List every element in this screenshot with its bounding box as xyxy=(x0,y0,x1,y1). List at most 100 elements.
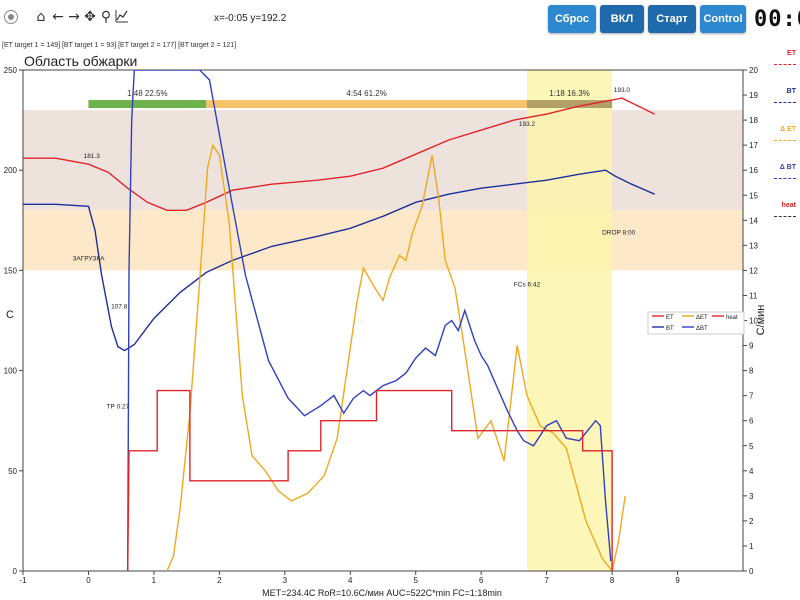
home-icon[interactable]: ⌂ xyxy=(36,9,46,25)
phase-bar xyxy=(206,100,528,109)
x-tick-label: 6 xyxy=(479,576,484,585)
inner-legend-label: ΔBT xyxy=(696,326,708,332)
x-tick-label: 1 xyxy=(152,576,157,585)
y-tick-label: 200 xyxy=(4,166,18,175)
y-tick-label: 150 xyxy=(4,266,18,275)
start-button[interactable]: Старт xyxy=(648,5,696,33)
y2-tick-label: 20 xyxy=(749,66,758,75)
app-logo-icon xyxy=(4,10,18,24)
x-tick-label: 0 xyxy=(86,576,91,585)
series-line-bt xyxy=(127,70,612,571)
y-tick-label: 50 xyxy=(8,467,17,476)
stats-footer: MET=234.4C RoR=10.6C/мин AUC=522C*min FC… xyxy=(262,588,502,598)
coordinate-readout: x=-0:05 y=192.2 xyxy=(214,13,287,24)
annotation-label: 193.0 xyxy=(614,87,631,94)
temperature-band xyxy=(23,110,743,211)
reset-button[interactable]: Сброс xyxy=(548,5,596,33)
annotation-label: ЗАГРУЗКА xyxy=(72,255,105,262)
inner-legend-label: BT xyxy=(666,326,674,332)
y2-tick-label: 2 xyxy=(749,517,754,526)
roast-timer: 00:00 xyxy=(754,7,800,32)
side-legend-heat-label: heat xyxy=(781,202,796,209)
y2-tick-label: 1 xyxy=(749,542,754,551)
side-legend-delta-et-label: Δ ET xyxy=(780,126,796,133)
y2-tick-label: 3 xyxy=(749,492,754,501)
y2-tick-label: 15 xyxy=(749,191,758,200)
y2-tick-label: 16 xyxy=(749,166,758,175)
move-icon[interactable]: ✥ xyxy=(84,9,96,25)
x-tick-label: 3 xyxy=(283,576,288,585)
annotation-label: 181.3 xyxy=(84,153,101,160)
phase-bar xyxy=(88,100,207,109)
y-axis-label: C xyxy=(6,309,14,321)
y2-tick-label: 14 xyxy=(749,216,758,225)
x-tick-label: 8 xyxy=(610,576,615,585)
y2-tick-label: 9 xyxy=(749,342,754,351)
y2-tick-label: 6 xyxy=(749,417,754,426)
x-tick-label: 9 xyxy=(675,576,680,585)
y2-tick-label: 7 xyxy=(749,392,754,401)
y2-tick-label: 4 xyxy=(749,467,754,476)
inner-legend-label: ET xyxy=(666,315,674,321)
side-legend-delta-bt-label: Δ BT xyxy=(779,164,796,171)
y2-tick-label: 8 xyxy=(749,367,754,376)
side-legend-heat-swatch xyxy=(774,216,796,217)
series-line-heat xyxy=(127,389,613,571)
back-arrow-icon[interactable]: ← xyxy=(52,9,64,25)
side-legend-delta-et[interactable]: Δ ET xyxy=(758,126,800,166)
series-line-bt xyxy=(23,169,655,352)
side-legend-delta-bt-swatch xyxy=(774,178,796,179)
x-tick-label: 5 xyxy=(414,576,419,585)
inner-legend-label: heat xyxy=(726,315,738,321)
annotation-label: 193.2 xyxy=(519,121,536,128)
y2-tick-label: 0 xyxy=(749,567,754,576)
annotation-label: TP 0:27 xyxy=(107,404,130,411)
zoom-icon[interactable]: ⚲ xyxy=(100,9,112,25)
inner-legend-box xyxy=(647,311,745,335)
x-tick-label: 2 xyxy=(217,576,222,585)
inner-legend-label: ΔET xyxy=(696,315,708,321)
forward-arrow-icon[interactable]: → xyxy=(68,9,80,25)
annotation-label: FCs 6:42 xyxy=(514,281,541,288)
plot-area: -1 0 1 2 3 4 5 6 7 8 90501001502002500123456789101… xyxy=(4,66,759,585)
y2-axis-label: C/мин xyxy=(755,305,767,336)
annotation-label: DROP 8:00 xyxy=(602,229,636,236)
targets-line: [ET target 1 = 149] [BT target 1 = 93] [… xyxy=(2,42,237,49)
y-tick-label: 0 xyxy=(13,567,18,576)
y2-tick-label: 18 xyxy=(749,116,758,125)
side-legend-delta-bt[interactable]: Δ BT xyxy=(758,164,800,204)
side-legend-et[interactable]: ET xyxy=(758,50,800,90)
x-tick-label: -1 xyxy=(19,576,27,585)
on-button[interactable]: ВКЛ xyxy=(600,5,644,33)
y-tick-label: 100 xyxy=(4,367,18,376)
phase-label: 1:48 22.5% xyxy=(127,89,167,98)
chart-title: Область обжарки xyxy=(24,53,137,69)
temperature-band xyxy=(23,210,743,271)
y2-tick-label: 17 xyxy=(749,141,758,150)
control-button[interactable]: Control xyxy=(700,5,746,33)
side-legend-bt-swatch xyxy=(774,102,796,103)
y2-tick-label: 11 xyxy=(749,291,758,300)
y-tick-label: 250 xyxy=(4,66,18,75)
annotation-label: 107.8 xyxy=(111,303,128,310)
y2-tick-label: 19 xyxy=(749,91,758,100)
side-legend-et-label: ET xyxy=(787,50,796,57)
phase-bar xyxy=(527,100,613,109)
side-legend-et-swatch xyxy=(774,64,796,65)
chart-icon[interactable] xyxy=(114,9,130,25)
side-legend-bt-label: BT xyxy=(786,88,796,95)
side-legend-delta-et-swatch xyxy=(774,140,796,141)
series-line-et xyxy=(166,143,626,571)
y2-tick-label: 10 xyxy=(749,317,758,326)
x-tick-label: 7 xyxy=(544,576,549,585)
toolbar: ⌂ ← → ✥ ⚲ x=-0:05 y=192.2 Сброс ВКЛ Стар… xyxy=(0,0,800,38)
phase-label: 4:54 61.2% xyxy=(346,89,386,98)
y2-tick-label: 12 xyxy=(749,266,758,275)
side-legend-bt[interactable]: BT xyxy=(758,88,800,128)
side-legend-heat[interactable]: heat xyxy=(758,202,800,242)
series-line-et xyxy=(23,97,655,212)
phase-label: 1:18 16.3% xyxy=(549,89,589,98)
x-tick-label: 4 xyxy=(348,576,353,585)
y2-tick-label: 5 xyxy=(749,442,754,451)
